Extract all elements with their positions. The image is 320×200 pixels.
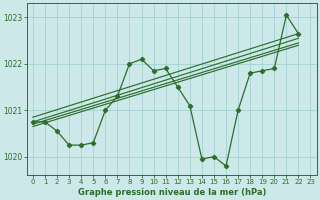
X-axis label: Graphe pression niveau de la mer (hPa): Graphe pression niveau de la mer (hPa) (77, 188, 266, 197)
